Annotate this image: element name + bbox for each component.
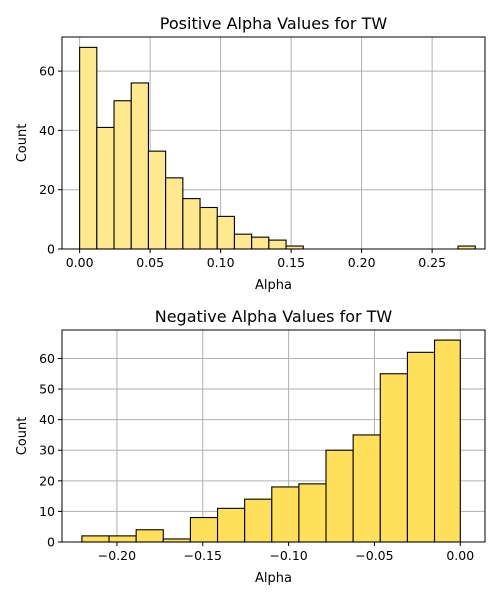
histogram-bar [81, 535, 110, 543]
chart-2: −0.20 −0.15 −0.10 −0.05 0.00 0 10 20 30 40 50 60 Neg… [15, 307, 486, 586]
histogram-bar [79, 46, 98, 250]
histogram-bar [233, 233, 253, 250]
y-axis-label: Count [15, 124, 30, 163]
x-tick-label: 0.05 [136, 255, 164, 270]
histogram-bar [165, 177, 184, 250]
x-tick-label: −0.15 [184, 548, 222, 563]
y-tick-label: 20 [39, 473, 55, 488]
histogram-bar [216, 215, 235, 250]
x-tick-label: 0.10 [207, 255, 235, 270]
histogram-bar [108, 535, 137, 543]
x-tick-label: 0.15 [277, 255, 305, 270]
histogram-bar [96, 126, 115, 250]
histogram-bar [199, 206, 218, 250]
y-tick-label: 60 [39, 351, 55, 366]
histogram-bar [135, 529, 164, 543]
y-tick-label: 0 [47, 535, 55, 550]
histogram-bar [130, 82, 149, 250]
histogram-bar [325, 449, 354, 543]
y-tick-label: 0 [47, 242, 55, 257]
histogram-bar [268, 239, 287, 250]
y-tick-label: 20 [39, 182, 55, 197]
x-axis-label: Alpha [255, 571, 292, 586]
x-tick-label: 0.00 [66, 255, 94, 270]
x-tick-label: −0.05 [355, 548, 393, 563]
y-tick-label: 30 [39, 443, 55, 458]
x-tick-label: −0.20 [98, 548, 136, 563]
chart-title: Negative Alpha Values for TW [155, 307, 393, 326]
histogram-bar [113, 100, 132, 250]
histogram-bar [251, 236, 270, 250]
x-tick-label: 0.20 [348, 255, 376, 270]
y-tick-label: 40 [39, 123, 55, 138]
histogram-bar [379, 373, 408, 543]
plot-frame [61, 36, 486, 250]
histogram-bar [352, 434, 381, 543]
chart-1: 0.00 0.05 0.10 0.15 0.20 0.25 0 20 40 60 Positive … [15, 14, 486, 293]
plot-frame [61, 329, 486, 543]
histogram-bar [433, 339, 461, 543]
x-axis-label: Alpha [255, 278, 292, 293]
histogram-bar [298, 483, 327, 543]
x-tick-label: −0.10 [269, 548, 307, 563]
y-tick-label: 50 [39, 382, 55, 397]
x-tick-label: 0.25 [418, 255, 446, 270]
histogram-bar [244, 498, 273, 543]
y-tick-label: 60 [39, 64, 55, 79]
y-tick-label: 10 [39, 504, 55, 519]
histogram-bar [216, 507, 246, 543]
y-tick-label: 40 [39, 412, 55, 427]
histogram-bar [406, 351, 436, 543]
histogram-bar [182, 198, 201, 250]
histogram-bar [147, 150, 167, 250]
chart-title: Positive Alpha Values for TW [160, 14, 388, 33]
x-tick-label: 0.00 [446, 548, 474, 563]
histogram-bar [271, 486, 300, 543]
histogram-bar [189, 516, 219, 543]
y-axis-label: Count [15, 417, 30, 456]
